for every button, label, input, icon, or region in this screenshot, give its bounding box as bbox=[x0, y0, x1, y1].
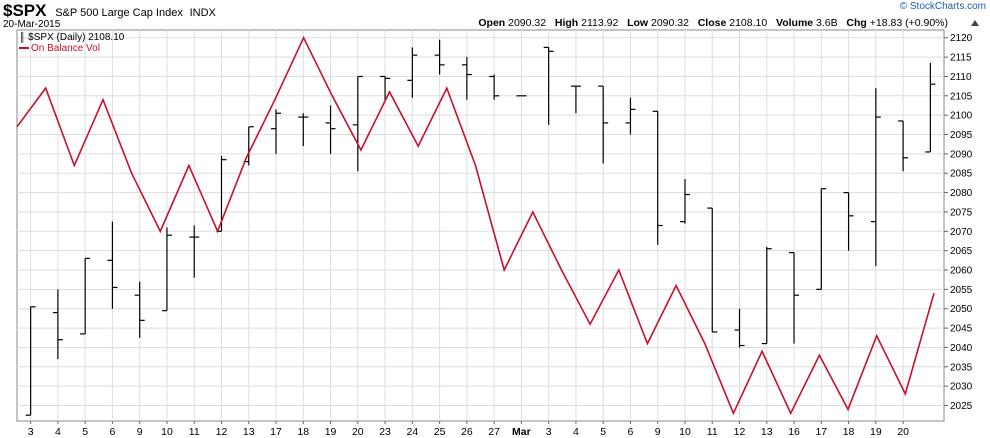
x-tick-label: 10 bbox=[679, 426, 691, 438]
y-tick-label: 2065 bbox=[950, 246, 973, 257]
ticker-symbol: $SPX bbox=[3, 1, 47, 20]
x-tick-label: 24 bbox=[406, 426, 418, 438]
x-tick-label: 13 bbox=[243, 426, 255, 438]
x-tick-label: 5 bbox=[82, 426, 88, 438]
x-tick-label: 11 bbox=[189, 426, 200, 438]
volume-label: Volume bbox=[775, 17, 814, 29]
obv-swatch-icon bbox=[19, 47, 29, 50]
x-tick-label: 6 bbox=[628, 426, 634, 438]
chg-label: Chg bbox=[846, 17, 867, 29]
y-tick-label: 2075 bbox=[950, 207, 973, 218]
plot-frame bbox=[16, 29, 945, 422]
x-tick-label: 9 bbox=[655, 426, 661, 438]
high-label: High bbox=[554, 17, 579, 29]
x-tick-label: 19 bbox=[325, 426, 337, 438]
x-tick-label: 25 bbox=[434, 426, 446, 438]
y-tick-label: 2120 bbox=[950, 33, 973, 44]
x-tick-label: Mar bbox=[512, 426, 531, 438]
y-tick-label: 2115 bbox=[950, 53, 972, 64]
x-tick-label: 4 bbox=[573, 426, 579, 438]
chg-value: +18.83 (+0.90%) bbox=[869, 17, 948, 29]
exchange-label: INDX bbox=[189, 7, 216, 19]
obv-line bbox=[16, 35, 935, 416]
chart-header: $SPX S&P 500 Large Cap Index INDX 20-Mar… bbox=[0, 0, 990, 30]
x-tick-label: 17 bbox=[270, 426, 282, 438]
x-tick-label: 20 bbox=[352, 426, 364, 438]
y-tick-label: 2080 bbox=[950, 188, 973, 199]
x-tick-label: 4 bbox=[55, 426, 61, 438]
y-tick-label: 2090 bbox=[950, 149, 973, 160]
y-tick-label: 2055 bbox=[950, 285, 973, 296]
x-tick-label: 26 bbox=[461, 426, 473, 438]
y-tick-label: 2105 bbox=[950, 91, 973, 102]
x-tick-label: 11 bbox=[707, 426, 718, 438]
x-tick-label: 12 bbox=[216, 426, 228, 438]
x-tick-label: 20 bbox=[897, 426, 909, 438]
symbol-title: $SPX S&P 500 Large Cap Index INDX bbox=[3, 1, 216, 21]
x-tick-label: 18 bbox=[297, 426, 309, 438]
x-tick-label: 19 bbox=[870, 426, 882, 438]
y-tick-label: 2035 bbox=[950, 362, 973, 373]
y-tick-label: 2095 bbox=[950, 130, 973, 141]
x-tick-label: 9 bbox=[137, 426, 143, 438]
x-tick-label: 10 bbox=[161, 426, 173, 438]
open-value: 2090.32 bbox=[508, 17, 547, 29]
legend-obv: On Balance Vol bbox=[19, 43, 124, 54]
x-tick-label: 13 bbox=[761, 426, 773, 438]
index-name: S&P 500 Large Cap Index bbox=[55, 7, 183, 19]
high-value: 2113.92 bbox=[581, 17, 619, 29]
y-tick-label: 2030 bbox=[950, 382, 973, 393]
x-tick-label: 6 bbox=[110, 426, 116, 438]
ohlc-stats: Open 2090.32 High 2113.92 Low 2090.32 Cl… bbox=[478, 17, 948, 29]
y-tick-label: 2040 bbox=[950, 343, 973, 354]
open-label: Open bbox=[478, 17, 506, 29]
close-value: 2108.10 bbox=[729, 17, 768, 29]
x-tick-label: 3 bbox=[28, 426, 34, 438]
y-tick-label: 2110 bbox=[950, 72, 972, 83]
x-tick-label: 27 bbox=[488, 426, 500, 438]
y-tick-label: 2100 bbox=[950, 111, 973, 122]
x-tick-label: 23 bbox=[379, 426, 391, 438]
up-arrow-icon bbox=[971, 20, 979, 26]
y-tick-label: 2045 bbox=[950, 324, 973, 335]
volume-value: 3.6B bbox=[816, 17, 838, 29]
y-tick-label: 2025 bbox=[950, 401, 973, 412]
x-tick-label: 3 bbox=[546, 426, 552, 438]
x-tick-label: 17 bbox=[815, 426, 827, 438]
x-tick-label: 5 bbox=[600, 426, 606, 438]
legend-price: ║ $SPX (Daily) 2108.10 bbox=[19, 32, 124, 43]
chart-date: 20-Mar-2015 bbox=[3, 19, 61, 30]
stockcharts-logo: © StockCharts.com bbox=[899, 1, 986, 12]
chart-legend: ║ $SPX (Daily) 2108.10 On Balance Vol bbox=[19, 32, 124, 54]
close-label: Close bbox=[697, 17, 727, 29]
y-tick-label: 2050 bbox=[950, 304, 973, 315]
x-tick-label: 16 bbox=[788, 426, 800, 438]
y-tick-label: 2070 bbox=[950, 227, 973, 238]
x-tick-label: 18 bbox=[843, 426, 855, 438]
y-tick-label: 2060 bbox=[950, 266, 973, 277]
legend-price-text: $SPX (Daily) 2108.10 bbox=[28, 32, 125, 43]
x-tick-label: 12 bbox=[734, 426, 746, 438]
ohlc-bar-icon: ║ bbox=[19, 32, 26, 42]
low-value: 2090.32 bbox=[650, 17, 689, 29]
low-label: Low bbox=[627, 17, 649, 29]
legend-obv-text: On Balance Vol bbox=[31, 43, 100, 54]
y-tick-label: 2085 bbox=[950, 169, 973, 180]
